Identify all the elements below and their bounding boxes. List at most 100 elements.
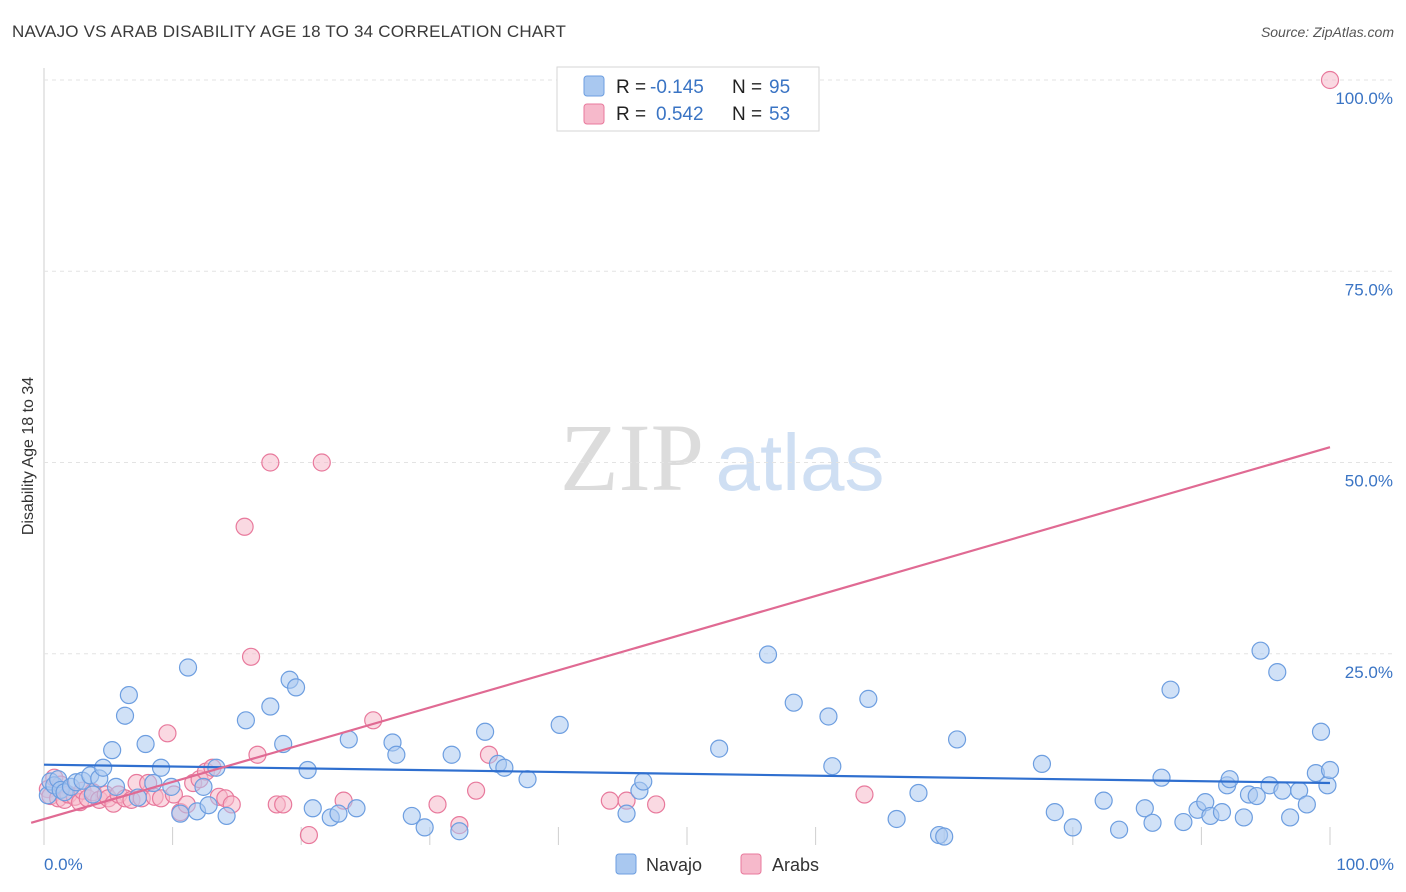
navajo-point xyxy=(1311,722,1331,741)
source-credit: Source: ZipAtlas.com xyxy=(1260,24,1394,40)
y-tick-label: 75.0% xyxy=(1345,280,1393,299)
arabs-r-value: 0.542 xyxy=(656,104,704,125)
y-tick-label: 50.0% xyxy=(1345,472,1393,491)
navajo-point xyxy=(217,806,236,826)
navajo-point xyxy=(1094,791,1113,810)
navajo-point xyxy=(1251,641,1270,660)
navajo-point xyxy=(1109,820,1129,839)
navajo-point xyxy=(286,678,306,697)
legend-navajo-swatch xyxy=(615,853,637,875)
arabs-legend-swatch xyxy=(583,103,605,125)
navajo-point xyxy=(1161,680,1180,699)
arabs-point xyxy=(299,825,319,845)
x-tick-label-min: 0.0% xyxy=(44,855,83,874)
navajo-point xyxy=(1234,808,1253,827)
navajo-point xyxy=(106,777,126,796)
navajo-point xyxy=(115,706,135,725)
navajo-point xyxy=(758,645,778,664)
navajo-r-value: -0.145 xyxy=(650,77,704,98)
navajo-point xyxy=(617,804,636,823)
navajo-point xyxy=(442,745,461,764)
navajo-point xyxy=(329,804,348,823)
navajo-point xyxy=(1320,760,1340,780)
navajo-point xyxy=(947,730,967,749)
navajo-point xyxy=(784,693,803,712)
navajo-point xyxy=(1212,803,1232,822)
watermark-zip: ZIP xyxy=(560,404,704,511)
navajo-point xyxy=(261,697,280,716)
x-axis-ticks xyxy=(43,827,1331,845)
navajo-point xyxy=(83,785,102,804)
arabs-point xyxy=(312,453,331,472)
arabs-trend-line xyxy=(30,446,1331,824)
navajo-trend-line xyxy=(43,763,1331,785)
navajo-point xyxy=(1318,776,1337,795)
navajo-n-label: N = xyxy=(732,77,762,98)
navajo-point xyxy=(303,799,322,818)
navajo-points xyxy=(38,641,1340,846)
navajo-point xyxy=(171,804,190,823)
arabs-n-value: 53 xyxy=(769,104,790,125)
navajo-point xyxy=(1063,818,1082,837)
navajo-point xyxy=(178,658,198,677)
legend-arabs-label: Arabs xyxy=(772,855,819,875)
navajo-point xyxy=(1297,795,1316,814)
arabs-point xyxy=(1320,70,1340,90)
legend-arabs-swatch xyxy=(740,853,762,875)
navajo-point xyxy=(103,741,122,760)
navajo-point xyxy=(710,739,729,758)
navajo-point xyxy=(1045,803,1064,822)
navajo-point xyxy=(518,770,537,789)
y-axis-label: Disability Age 18 to 34 xyxy=(20,377,37,535)
navajo-point xyxy=(1143,813,1162,832)
navajo-point xyxy=(475,722,495,741)
legend-navajo-label: Navajo xyxy=(646,855,702,875)
y-tick-label: 25.0% xyxy=(1345,663,1393,682)
navajo-point xyxy=(194,777,213,796)
navajo-point xyxy=(1174,812,1193,832)
chart-title: NAVAJO VS ARAB DISABILITY AGE 18 TO 34 C… xyxy=(12,22,567,41)
arabs-point xyxy=(600,791,619,810)
navajo-point xyxy=(909,783,928,803)
navajo-point xyxy=(935,827,954,846)
navajo-point xyxy=(859,689,878,708)
stats-legend: R = -0.145 N = 95 R = 0.542 N = 53 xyxy=(556,66,820,132)
arabs-point xyxy=(274,795,293,814)
navajo-point xyxy=(1135,799,1154,818)
navajo-point xyxy=(387,745,406,764)
arabs-n-label: N = xyxy=(732,104,762,125)
navajo-point xyxy=(347,799,366,818)
navajo-point xyxy=(119,685,138,705)
navajo-point xyxy=(298,760,317,780)
navajo-point xyxy=(1032,754,1052,774)
navajo-point xyxy=(1247,786,1266,806)
trend-lines xyxy=(30,446,1331,824)
navajo-point xyxy=(450,822,469,841)
navajo-point xyxy=(887,809,906,829)
navajo-point xyxy=(1273,781,1292,800)
navajo-legend-swatch xyxy=(583,75,605,97)
series-legend: Navajo Arabs xyxy=(615,853,819,875)
arabs-point xyxy=(235,517,254,536)
navajo-point xyxy=(1220,770,1239,789)
navajo-point xyxy=(1281,808,1300,827)
arabs-point xyxy=(261,453,280,472)
x-tick-label-max: 100.0% xyxy=(1336,855,1394,874)
navajo-point xyxy=(94,758,113,777)
navajo-point xyxy=(495,758,514,777)
arabs-r-label: R = xyxy=(616,104,646,125)
navajo-n-value: 95 xyxy=(769,77,790,98)
arabs-point xyxy=(855,785,874,804)
navajo-point xyxy=(415,818,434,837)
navajo-r-label: R = xyxy=(616,77,646,98)
navajo-point xyxy=(402,806,421,826)
y-tick-label: 100.0% xyxy=(1335,89,1393,108)
navajo-point xyxy=(1268,663,1287,682)
navajo-point xyxy=(199,796,218,815)
navajo-point xyxy=(151,758,171,777)
arabs-point xyxy=(158,724,177,743)
navajo-point xyxy=(236,711,256,730)
navajo-point xyxy=(1152,768,1171,787)
navajo-point xyxy=(823,757,842,776)
